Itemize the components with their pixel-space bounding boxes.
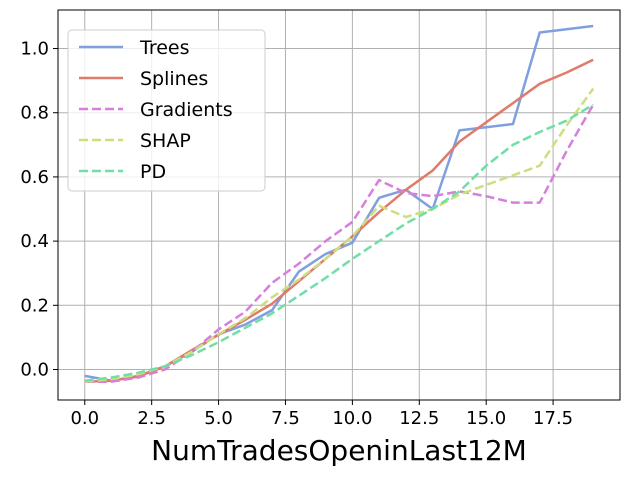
series-line-gradients <box>84 104 595 383</box>
legend-label-splines: Splines <box>140 68 208 90</box>
y-tick-label: 0.2 <box>20 295 49 316</box>
x-axis-title: NumTradesOpeninLast12M <box>151 434 527 467</box>
series-lines <box>84 24 595 383</box>
legend-box <box>67 29 266 192</box>
x-tick-label: 12.5 <box>399 408 439 429</box>
legend: Trees Splines Gradients SHAP PD <box>67 29 266 192</box>
x-axis: 0.0 2.5 5.0 7.5 10.0 12.5 15.0 17.5 <box>70 400 573 429</box>
legend-label-trees: Trees <box>139 37 190 59</box>
y-axis: 0.0 0.2 0.4 0.6 0.8 1.0 <box>20 39 58 381</box>
legend-label-shap: SHAP <box>140 130 191 152</box>
plot-frame <box>57 9 621 401</box>
y-tick-label: 0.4 <box>20 231 49 252</box>
y-tick-label: 1.0 <box>20 39 49 60</box>
legend-label-gradients: Gradients <box>140 99 233 121</box>
y-tick-label: 0.8 <box>20 103 49 124</box>
x-tick-label: 5.0 <box>204 408 233 429</box>
x-tick-label: 10.0 <box>332 408 372 429</box>
y-tick-label: 0.0 <box>20 360 49 381</box>
x-tick-label: 17.5 <box>533 408 573 429</box>
x-tick-label: 2.5 <box>137 408 166 429</box>
series-line-pd <box>84 103 594 382</box>
y-tick-label: 0.6 <box>20 167 49 188</box>
legend-label-pd: PD <box>140 161 166 183</box>
x-tick-label: 15.0 <box>466 408 506 429</box>
x-tick-label: 0.0 <box>70 408 99 429</box>
x-tick-label: 7.5 <box>271 408 300 429</box>
